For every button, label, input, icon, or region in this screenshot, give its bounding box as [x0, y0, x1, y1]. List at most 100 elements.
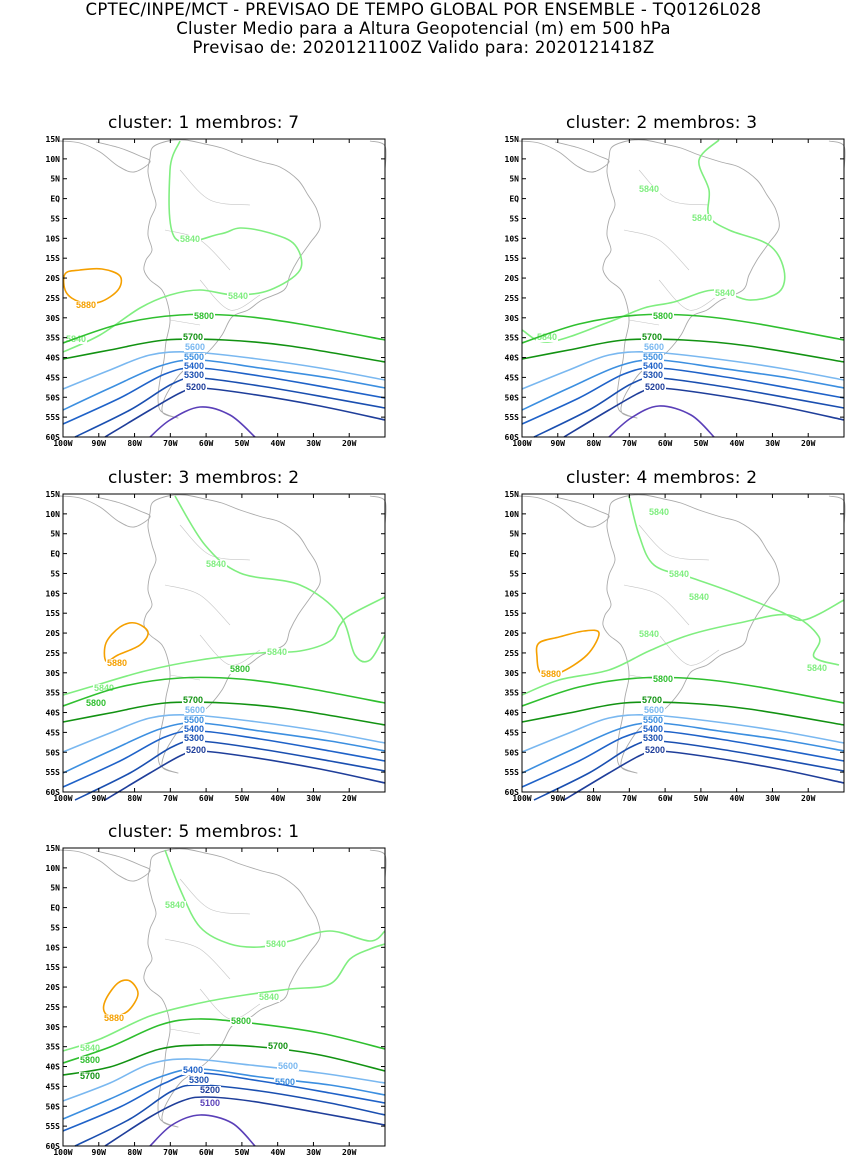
longitude-label: 40W: [270, 794, 285, 803]
contour-label-5840: 5840: [94, 683, 114, 693]
latitude-label: 10N: [505, 510, 520, 519]
latitude-label: 5N: [509, 530, 519, 539]
contour-label-5200: 5200: [186, 745, 206, 755]
latitude-label: 15S: [46, 609, 61, 618]
contour-label-5800: 5800: [230, 664, 250, 674]
contour-5500: 5500: [62, 352, 386, 411]
contour-label-5840: 5840: [259, 992, 279, 1002]
contour-label-5400: 5400: [643, 724, 663, 734]
cluster-panel-2: cluster: 2 membros: 3 5840 5840 5840 5840 58…: [459, 110, 847, 455]
central-america-coastline: [59, 140, 151, 173]
contour-label-5300: 5300: [184, 733, 204, 743]
contour-label-5840: 5840: [266, 939, 286, 949]
latitude-label: 55S: [46, 413, 61, 422]
contour-label-5840: 5840: [692, 213, 712, 223]
latitude-label: 40S: [46, 354, 61, 363]
africa-coastline: [369, 140, 387, 171]
country-border: [628, 319, 660, 326]
contour-label-5840: 5840: [649, 507, 669, 517]
latitude-label: 5N: [50, 884, 60, 893]
longitude-label: 100W: [53, 1148, 72, 1157]
contour-5880: 5880: [103, 622, 149, 668]
contour-5300: 5300: [533, 370, 845, 438]
longitude-label: 20W: [342, 439, 357, 448]
contour-label-5300: 5300: [643, 733, 663, 743]
panel-title: cluster: 1 membros: 7: [108, 113, 300, 133]
latitude-label: 15S: [46, 963, 61, 972]
south-america-coastline: [143, 139, 321, 419]
contour-label-5600: 5600: [644, 705, 664, 715]
contour-5500: 5500: [62, 715, 386, 774]
latitude-label: 35S: [505, 689, 520, 698]
longitude-label: 100W: [512, 439, 531, 448]
contour-label-5700: 5700: [183, 695, 203, 705]
contour-5600: 5600: [521, 705, 845, 753]
contour-5880: 5880: [535, 629, 600, 679]
contour-label-5500: 5500: [643, 715, 663, 725]
longitude-label: 90W: [92, 439, 107, 448]
contour-5400: 5400: [62, 361, 386, 425]
latitude-label: 5N: [50, 530, 60, 539]
longitude-label: 40W: [729, 794, 744, 803]
latitude-label: 5S: [509, 569, 519, 578]
contour-label-5600: 5600: [185, 705, 205, 715]
cluster-panel-1: cluster: 1 membros: 7 5880 5840 5840 5840 58…: [0, 110, 400, 455]
contour-5300: 5300: [74, 1075, 386, 1147]
latitude-label: 30S: [46, 1023, 61, 1032]
contour-label-5800: 5800: [194, 311, 214, 321]
latitude-label: 15N: [505, 490, 520, 499]
country-border: [169, 319, 201, 326]
longitude-label: 70W: [622, 794, 637, 803]
header-line-2: Cluster Medio para a Altura Geopotencial…: [176, 19, 671, 38]
contour-label-5840: 5840: [165, 900, 185, 910]
country-border: [638, 169, 710, 206]
longitude-label: 70W: [163, 439, 178, 448]
panel-title: cluster: 2 membros: 3: [566, 113, 758, 133]
contour-5400: 5400: [62, 724, 386, 788]
contour-label-5600: 5600: [278, 1061, 298, 1071]
contour-5300: 5300: [74, 370, 386, 438]
contour-5800: 5800 5800: [62, 1016, 386, 1065]
latitude-label: EQ: [509, 195, 519, 204]
latitude-label: 50S: [46, 1102, 61, 1111]
map-canvas: 5880 5840 5840 5840 5800 5800 5700560055005400…: [46, 490, 387, 803]
longitude-label: 50W: [694, 439, 709, 448]
longitude-label: 20W: [342, 794, 357, 803]
contour-label-5400: 5400: [183, 1065, 203, 1075]
contour-label-5200: 5200: [186, 382, 206, 392]
central-america-coastline: [518, 495, 610, 528]
map-frame: [62, 138, 386, 438]
contour-5600: 5600: [62, 705, 386, 753]
contour-5700: 5700: [521, 695, 845, 726]
map-canvas: 5880584058405840580057005600550054005300…: [46, 135, 387, 448]
latitude-label: 20S: [505, 629, 520, 638]
latitude-label: 15N: [46, 844, 61, 853]
longitude-label: 40W: [729, 439, 744, 448]
contour-5400: 5400: [521, 361, 845, 425]
contour-label-5880: 5880: [76, 300, 96, 310]
country-border: [199, 634, 261, 666]
longitude-label: 90W: [551, 439, 566, 448]
latitude-label: 60S: [505, 788, 520, 797]
longitude-label: 70W: [622, 439, 637, 448]
central-america-coastline: [518, 140, 610, 173]
longitude-label: 40W: [270, 439, 285, 448]
contour-label-5880: 5880: [107, 658, 127, 668]
country-border: [164, 584, 231, 626]
latitude-label: EQ: [50, 904, 60, 913]
latitude-label: 60S: [46, 788, 61, 797]
latitude-label: 10S: [46, 589, 61, 598]
contour-label-5800: 5800: [653, 674, 673, 684]
central-america-coastline: [59, 849, 151, 882]
longitude-label: 70W: [163, 1148, 178, 1157]
contour-label-5300: 5300: [184, 370, 204, 380]
contour-label-5700: 5700: [80, 1071, 100, 1081]
contour-5700: 5700 5700: [62, 1041, 386, 1081]
contour-label-5800: 5800: [86, 698, 106, 708]
latitude-label: 60S: [505, 433, 520, 442]
longitude-label: 30W: [306, 1148, 321, 1157]
country-border: [164, 938, 231, 980]
contour-label-5840: 5840: [689, 592, 709, 602]
contour-5500: 5500: [521, 715, 845, 774]
contour-label-5700: 5700: [183, 332, 203, 342]
